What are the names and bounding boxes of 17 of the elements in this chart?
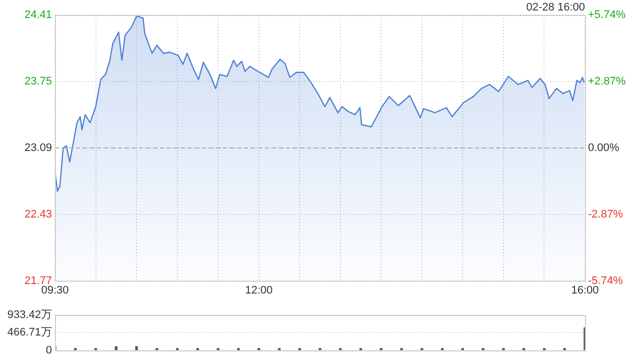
text: 02-28 16:00 [526, 2, 585, 14]
y-tick-label: 24.41 [24, 9, 52, 22]
x-tick-label: 16:00 [571, 284, 599, 296]
y-tick-label: 0 [46, 344, 52, 356]
y2-tick-label: -5.74% [588, 274, 624, 287]
y-tick-label: 23.09 [24, 142, 52, 154]
y-tick-label: 466.71万 [7, 326, 52, 339]
y-tick-label: 22.43 [24, 208, 52, 220]
y-tick-label: 21.77 [24, 274, 52, 287]
y-tick-label: 933.42万 [7, 309, 52, 322]
x-tick-label: 09:30 [41, 284, 69, 296]
y-tick-label: 23.75 [24, 75, 52, 88]
y2-tick-label: 0.00% [588, 142, 620, 154]
y2-tick-label: +2.87% [588, 75, 626, 88]
y2-tick-label: -2.87% [588, 208, 624, 220]
y2-tick-label: +5.74% [588, 9, 626, 22]
x-tick-label: 12:00 [245, 284, 273, 296]
